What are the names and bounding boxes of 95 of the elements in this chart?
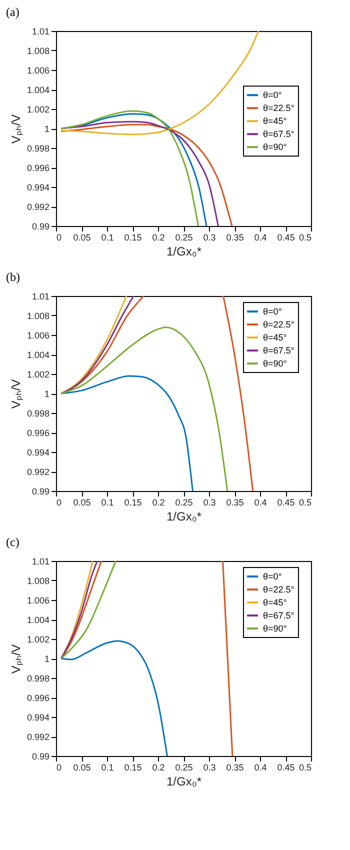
y-tick-label: 1.004 bbox=[26, 350, 50, 360]
chart-title: (a) bbox=[6, 5, 20, 19]
x-tick-label: 0.3 bbox=[203, 232, 216, 242]
x-tick-label: 0 bbox=[56, 498, 62, 508]
y-tick-label: 1.006 bbox=[26, 596, 50, 606]
x-tick-label: 0.45 bbox=[277, 762, 295, 772]
x-tick-label: 0.15 bbox=[124, 498, 142, 508]
y-tick-label: 1.01 bbox=[32, 292, 50, 302]
y-axis-title: Vₚₕ/V bbox=[8, 379, 23, 409]
x-tick-label: 0 bbox=[56, 232, 62, 242]
y-tick-label: 0.998 bbox=[26, 408, 50, 418]
x-tick-label: 0.45 bbox=[277, 232, 295, 242]
y-tick-label: 0.992 bbox=[26, 202, 50, 212]
y-tick-label: 0.99 bbox=[32, 486, 50, 496]
x-tick-label: 0.1 bbox=[101, 232, 114, 242]
y-tick-label: 1 bbox=[44, 654, 50, 664]
legend-label: θ=67.5° bbox=[263, 610, 295, 620]
line-series bbox=[60, 375, 194, 491]
y-tick-label: 0.998 bbox=[26, 144, 50, 154]
legend-label: θ=0° bbox=[263, 572, 282, 582]
legend-label: θ=90° bbox=[263, 142, 288, 152]
legend-label: θ=45° bbox=[263, 332, 288, 342]
legend-label: θ=90° bbox=[263, 624, 288, 634]
legend-label: θ=67.5° bbox=[263, 129, 295, 140]
x-tick-label: 0.2 bbox=[152, 232, 165, 242]
y-tick-label: 0.996 bbox=[26, 428, 50, 438]
y-tick-label: 0.996 bbox=[26, 693, 50, 703]
y-tick-label: 0.992 bbox=[26, 467, 50, 477]
x-tick-label: 0.15 bbox=[124, 762, 142, 772]
y-tick-label: 1.004 bbox=[26, 85, 50, 95]
x-tick-label: 0.5 bbox=[298, 232, 312, 242]
x-tick-label: 0.4 bbox=[254, 498, 267, 508]
y-tick-label: 1 bbox=[44, 389, 50, 399]
x-tick-label: 0.05 bbox=[73, 232, 91, 242]
y-tick-label: 0.992 bbox=[26, 732, 50, 742]
line-series bbox=[60, 326, 228, 491]
y-tick-label: 1.01 bbox=[32, 556, 50, 566]
x-tick-label: 0.25 bbox=[175, 498, 193, 508]
legend-label: θ=45° bbox=[263, 116, 288, 126]
x-tick-label: 0.3 bbox=[203, 498, 216, 508]
x-tick-label: 0.35 bbox=[226, 498, 244, 508]
line-series bbox=[60, 561, 116, 660]
y-tick-label: 1.002 bbox=[26, 370, 50, 380]
x-axis-title: 1/Gx₀* bbox=[166, 774, 202, 788]
y-tick-label: 1.002 bbox=[26, 104, 50, 114]
x-tick-label: 0.5 bbox=[298, 498, 312, 508]
legend-label: θ=22.5° bbox=[263, 103, 295, 114]
y-tick-label: 1 bbox=[44, 124, 50, 134]
y-tick-label: 1.008 bbox=[26, 311, 50, 321]
x-tick-label: 0.35 bbox=[226, 232, 244, 242]
x-tick-label: 0.1 bbox=[101, 762, 114, 772]
y-tick-label: 0.994 bbox=[26, 182, 50, 192]
y-tick-label: 1.002 bbox=[26, 634, 50, 644]
legend-label: θ=22.5° bbox=[263, 584, 295, 594]
line-series bbox=[60, 31, 260, 136]
x-axis-title: 1/Gx₀* bbox=[166, 244, 202, 258]
x-tick-label: 0.4 bbox=[254, 232, 267, 242]
line-series bbox=[60, 640, 168, 756]
legend-label: θ=90° bbox=[263, 358, 288, 368]
x-tick-label: 0.05 bbox=[73, 762, 91, 772]
y-tick-label: 1.006 bbox=[26, 66, 50, 76]
y-tick-label: 0.994 bbox=[26, 448, 50, 458]
y-tick-label: 1.008 bbox=[26, 46, 50, 56]
y-tick-label: 1.01 bbox=[32, 26, 50, 36]
x-tick-label: 0.2 bbox=[152, 762, 165, 772]
y-tick-label: 0.99 bbox=[32, 752, 50, 762]
x-tick-label: 0.35 bbox=[226, 762, 244, 772]
y-tick-label: 0.998 bbox=[26, 674, 50, 684]
legend-label: θ=67.5° bbox=[263, 346, 295, 356]
y-tick-label: 0.994 bbox=[26, 712, 50, 722]
x-axis-title: 1/Gx₀* bbox=[166, 510, 202, 524]
chart-title: (c) bbox=[6, 535, 20, 549]
legend-label: θ=0° bbox=[263, 90, 282, 100]
x-tick-label: 0.15 bbox=[124, 232, 142, 242]
x-tick-label: 0.05 bbox=[73, 498, 91, 508]
y-tick-label: 1.004 bbox=[26, 615, 50, 625]
chart-title: (b) bbox=[6, 270, 20, 284]
legend-label: θ=22.5° bbox=[263, 320, 295, 330]
x-tick-label: 0.5 bbox=[298, 762, 312, 772]
x-tick-label: 0.25 bbox=[175, 762, 193, 772]
legend-label: θ=45° bbox=[263, 598, 288, 608]
legend-label: θ=0° bbox=[263, 306, 282, 316]
x-tick-label: 0.4 bbox=[254, 762, 267, 772]
x-tick-label: 0.25 bbox=[175, 232, 193, 242]
y-tick-label: 1.006 bbox=[26, 330, 50, 340]
x-tick-label: 0.3 bbox=[203, 762, 216, 772]
x-tick-label: 0.45 bbox=[277, 498, 295, 508]
x-tick-label: 0.1 bbox=[101, 498, 114, 508]
y-axis-title: Vₚₕ/V bbox=[8, 644, 23, 674]
x-tick-label: 0.2 bbox=[152, 498, 165, 508]
y-tick-label: 1.008 bbox=[26, 576, 50, 586]
y-axis-title: Vₚₕ/V bbox=[8, 114, 23, 144]
y-tick-label: 0.99 bbox=[32, 222, 50, 232]
y-tick-label: 0.996 bbox=[26, 163, 50, 173]
x-tick-label: 0 bbox=[56, 762, 62, 772]
